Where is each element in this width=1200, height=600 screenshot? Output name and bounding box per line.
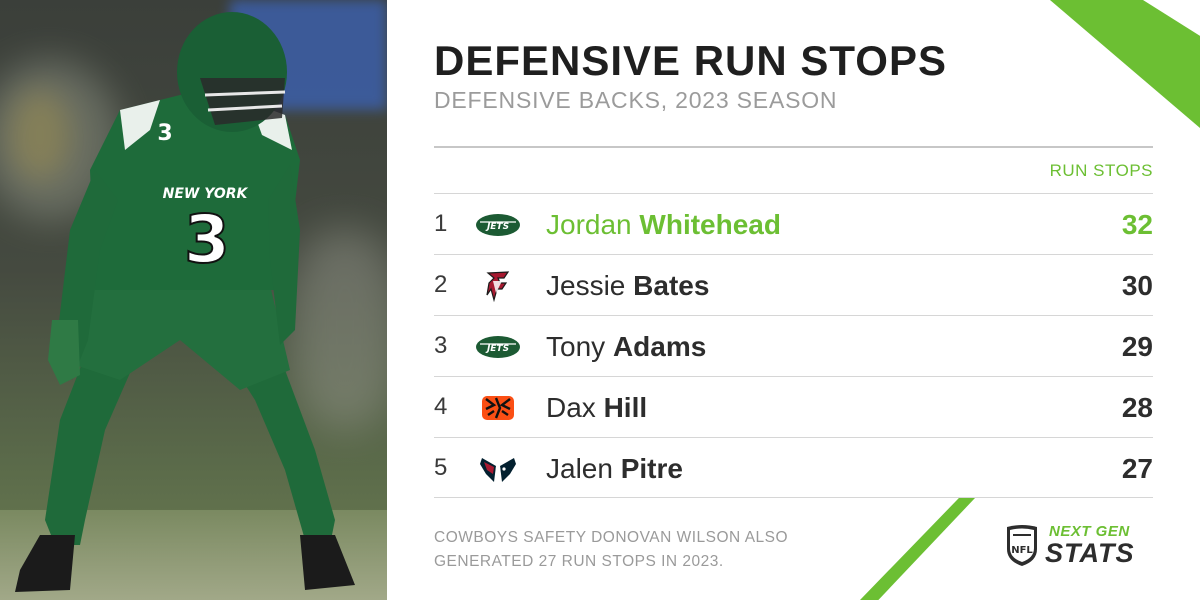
player-figure: NEW YORK 3 3	[15, 12, 355, 592]
svg-text:JETS: JETS	[485, 344, 509, 354]
row-rank: 1	[434, 210, 448, 237]
run-stops-value: 30	[1121, 270, 1153, 301]
row-rank: 5	[434, 454, 448, 481]
brand-line-2: STATS	[1045, 538, 1135, 568]
player-last-name: Bates	[633, 270, 710, 301]
player-last-name: Pitre	[620, 453, 683, 484]
player-photo: NEW YORK 3 3	[0, 0, 387, 600]
nfl-shield-icon: NFL	[1007, 525, 1037, 566]
jersey-text: NEW YORK	[163, 186, 249, 202]
jersey-number: 3	[184, 201, 230, 278]
player-name: Tony Adams	[546, 330, 706, 364]
shoulder-number: 3	[157, 121, 172, 146]
run-stops-value: 27	[1121, 453, 1153, 484]
bengals-logo-icon	[482, 396, 514, 420]
texans-logo-icon	[480, 458, 516, 482]
page-title: DEFENSIVE RUN STOPS	[434, 37, 947, 84]
row-rank: 2	[434, 271, 448, 298]
next-gen-stats-logo: NFL NEXT GEN STATS	[1005, 523, 1155, 569]
player-name: Dax Hill	[546, 391, 647, 425]
background-crowd-yellow	[10, 90, 70, 180]
page-subtitle: DEFENSIVE BACKS, 2023 SEASON	[434, 87, 838, 113]
background-sideline	[290, 230, 387, 430]
table-row: 3 JETS Tony Adams 29	[434, 315, 1153, 376]
footnote-line-2: GENERATED 27 RUN STOPS IN 2023.	[434, 553, 724, 570]
player-last-name: Adams	[612, 331, 707, 362]
table-row: 1 JETS Jordan Whitehead 32	[434, 193, 1153, 254]
run-stops-value: 29	[1121, 331, 1153, 362]
run-stops-value: 32	[1121, 209, 1153, 240]
player-name: Jalen Pitre	[546, 452, 683, 486]
row-rank: 4	[434, 393, 448, 420]
footnote-line-1: COWBOYS SAFETY DONOVAN WILSON ALSO	[434, 529, 789, 546]
bottom-accent-stripe	[860, 498, 975, 600]
player-name: Jordan Whitehead	[546, 208, 781, 242]
jets-logo-icon: JETS	[476, 214, 520, 236]
player-first-name: Jessie	[546, 270, 626, 301]
leaderboard-table: 1 JETS Jordan Whitehead 32 2 Jessie Bate…	[434, 193, 1153, 498]
player-first-name: Jalen	[546, 453, 613, 484]
table-row: 2 Jessie Bates 30	[434, 254, 1153, 315]
brand-line-1: NEXT GEN	[1049, 523, 1130, 540]
svg-text:JETS: JETS	[485, 222, 509, 232]
nfl-shield-text: NFL	[1011, 545, 1033, 556]
falcons-logo-icon	[486, 271, 510, 303]
player-last-name: Whitehead	[639, 209, 781, 240]
player-first-name: Tony	[546, 331, 606, 362]
run-stops-value: 28	[1121, 392, 1153, 423]
table-row: 4 Dax Hill 28	[434, 376, 1153, 437]
jets-logo-icon: JETS	[476, 336, 520, 358]
player-first-name: Jordan	[546, 209, 632, 240]
table-row: 5 Jalen Pitre 27	[434, 437, 1153, 498]
top-right-accent-stripe	[1050, 0, 1200, 128]
player-first-name: Dax	[546, 392, 596, 423]
column-header-run-stops: RUN STOPS	[1049, 161, 1153, 180]
player-last-name: Hill	[603, 392, 648, 423]
footnote: COWBOYS SAFETY DONOVAN WILSON ALSO GENER…	[434, 526, 814, 574]
header-divider	[434, 146, 1153, 148]
row-rank: 3	[434, 332, 448, 359]
player-name: Jessie Bates	[546, 269, 709, 303]
